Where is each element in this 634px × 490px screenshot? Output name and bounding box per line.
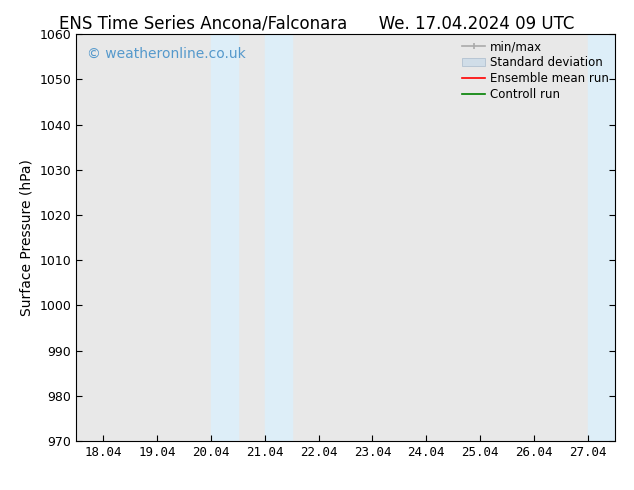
- Bar: [211, 34, 238, 441]
- Bar: [264, 34, 292, 441]
- Text: ENS Time Series Ancona/Falconara      We. 17.04.2024 09 UTC: ENS Time Series Ancona/Falconara We. 17.…: [60, 15, 574, 33]
- Legend: min/max, Standard deviation, Ensemble mean run, Controll run: min/max, Standard deviation, Ensemble me…: [458, 37, 612, 104]
- Text: © weatheronline.co.uk: © weatheronline.co.uk: [87, 47, 245, 60]
- Y-axis label: Surface Pressure (hPa): Surface Pressure (hPa): [20, 159, 34, 316]
- Bar: [615, 34, 634, 441]
- Bar: [588, 34, 615, 441]
